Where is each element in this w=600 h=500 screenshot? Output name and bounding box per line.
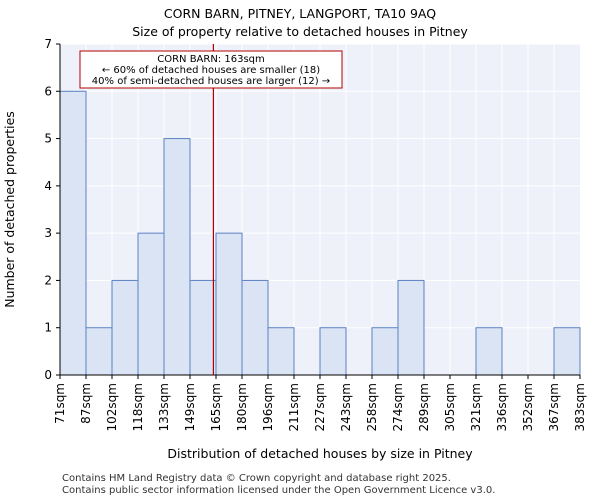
histogram-bar xyxy=(137,232,165,376)
y-tick-label: 3 xyxy=(44,226,52,240)
footer-licence: Contains public sector information licen… xyxy=(62,485,496,496)
x-tick-label: 118sqm xyxy=(131,383,145,431)
annotation-line-2: ← 60% of detached houses are smaller (18… xyxy=(102,65,320,76)
y-tick-label: 4 xyxy=(44,179,52,193)
histogram-bar xyxy=(397,279,425,376)
x-tick-label: 383sqm xyxy=(573,383,587,431)
chart-subtitle: Size of property relative to detached ho… xyxy=(132,24,468,39)
x-tick-label: 87sqm xyxy=(79,383,93,424)
histogram-bar xyxy=(163,138,191,376)
x-tick-label: 211sqm xyxy=(287,383,301,431)
x-tick-label: 196sqm xyxy=(261,383,275,431)
chart-title: CORN BARN, PITNEY, LANGPORT, TA10 9AQ xyxy=(163,6,437,21)
footer-copyright: Contains HM Land Registry data © Crown c… xyxy=(62,473,451,484)
x-tick-label: 149sqm xyxy=(183,383,197,431)
x-tick-label: 165sqm xyxy=(209,383,223,431)
histogram-bar xyxy=(59,90,87,376)
histogram-bar xyxy=(319,327,347,376)
annotation-line-3: 40% of semi-detached houses are larger (… xyxy=(92,76,330,87)
x-tick-label: 102sqm xyxy=(105,383,119,431)
x-tick-label: 243sqm xyxy=(339,383,353,431)
y-tick-label: 7 xyxy=(44,37,52,51)
y-axis-title: Number of detached properties xyxy=(2,111,17,308)
x-tick-label: 305sqm xyxy=(443,383,457,431)
histogram-bar xyxy=(241,279,269,376)
y-tick-label: 1 xyxy=(44,321,52,335)
x-tick-label: 367sqm xyxy=(547,383,561,431)
y-tick-label: 6 xyxy=(44,84,52,98)
histogram-bar xyxy=(553,327,581,376)
x-tick-label: 71sqm xyxy=(53,383,67,424)
y-tick-label: 0 xyxy=(44,368,52,382)
y-tick-label: 5 xyxy=(44,132,52,146)
histogram-bar xyxy=(111,279,139,376)
histogram-bar xyxy=(189,279,217,376)
x-axis-title: Distribution of detached houses by size … xyxy=(167,446,473,461)
x-tick-label: 227sqm xyxy=(313,383,327,431)
histogram-chart: 0 1 2 3 4 5 6 7 71sqm 87sqm 102sqm 118sqm 133sqm 149s… xyxy=(2,37,587,461)
y-tick-label: 2 xyxy=(44,273,52,287)
x-tick-label: 321sqm xyxy=(469,383,483,431)
histogram-bar xyxy=(475,327,503,376)
x-tick-label: 258sqm xyxy=(365,383,379,431)
x-tick-label: 352sqm xyxy=(521,383,535,431)
x-tick-label: 336sqm xyxy=(495,383,509,431)
histogram-bar xyxy=(371,327,399,376)
x-tick-label: 274sqm xyxy=(391,383,405,431)
histogram-bar xyxy=(267,327,295,376)
annotation-box xyxy=(79,50,343,89)
histogram-bar xyxy=(85,327,113,376)
x-tick-label: 180sqm xyxy=(235,383,249,431)
x-tick-label: 289sqm xyxy=(417,383,431,431)
histogram-bar xyxy=(215,232,243,376)
annotation-line-1: CORN BARN: 163sqm xyxy=(157,54,265,65)
x-tick-label: 133sqm xyxy=(157,383,171,431)
